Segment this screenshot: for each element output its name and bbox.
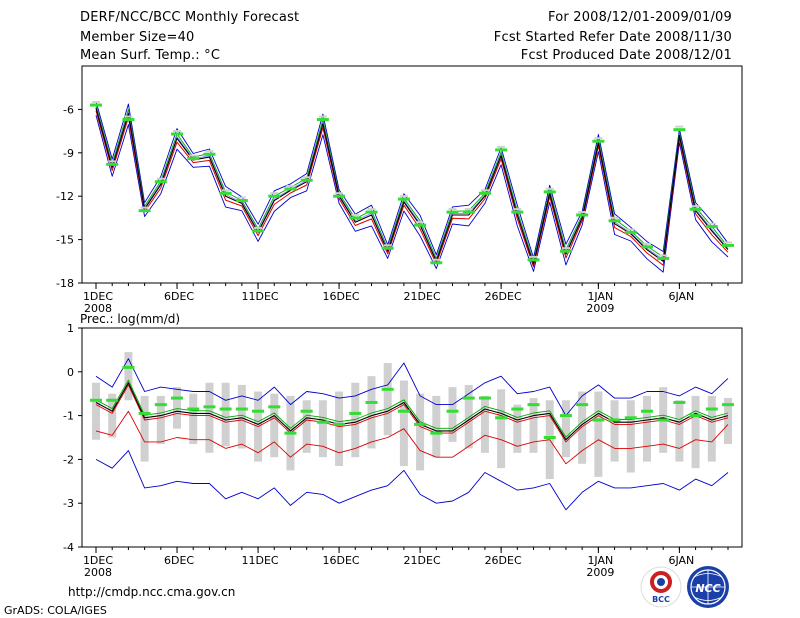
- spread-bar: [221, 382, 230, 447]
- y-tick-label: -2: [63, 453, 74, 466]
- x-tick-label: 1DEC: [83, 290, 113, 303]
- spread-bar: [108, 393, 117, 438]
- spread-bar: [318, 400, 327, 458]
- x-tick-label: 21DEC: [404, 554, 441, 567]
- spread-bar: [432, 395, 441, 458]
- spread-bar: [399, 380, 408, 466]
- grads-credit: GrADS: COLA/IGES: [4, 604, 107, 617]
- member-size: Member Size=40: [80, 30, 195, 45]
- y-tick-label: -4: [63, 541, 74, 554]
- x-tick-label: 16DEC: [323, 290, 360, 303]
- spread-bar: [707, 395, 716, 462]
- bcc-logo-text: BCC: [652, 595, 670, 604]
- x-tick-label: 1JAN: [587, 554, 613, 567]
- x-tick-label: 6JAN: [668, 290, 694, 303]
- spread-bar: [205, 382, 214, 453]
- spread-bar: [675, 400, 684, 462]
- forecast-period: For 2008/12/01-2009/01/09: [548, 10, 732, 25]
- y-tick-label: 0: [67, 366, 74, 379]
- spread-bar: [724, 398, 732, 445]
- start-date: Fcst Started Refer Date 2008/11/30: [493, 30, 732, 45]
- member-line-green: [95, 104, 729, 262]
- spread-bar: [383, 363, 392, 436]
- spread-bar: [173, 387, 182, 429]
- x-tick-year: 2009: [586, 566, 614, 579]
- spread-bar: [189, 393, 198, 445]
- y-tick-label: -15: [56, 234, 74, 247]
- precip-panel-label: Prec.: log(mm/d): [80, 312, 180, 326]
- x-tick-label: 6DEC: [164, 290, 194, 303]
- member-line-red-2: [95, 384, 729, 443]
- lower-envelope-line: [95, 450, 729, 511]
- x-tick-label: 21DEC: [404, 290, 441, 303]
- spread-bar: [594, 391, 603, 477]
- member-line-light: [95, 106, 729, 264]
- x-tick-label: 26DEC: [485, 554, 522, 567]
- ensemble-mean-line: [95, 107, 729, 265]
- spread-bar: [497, 389, 506, 469]
- x-tick-label: 11DEC: [241, 290, 278, 303]
- spread-bar: [124, 352, 133, 401]
- x-tick-label: 6DEC: [164, 554, 194, 567]
- spread-bar: [691, 395, 700, 469]
- spread-bar: [416, 393, 425, 471]
- y-tick-label: 1: [67, 322, 74, 335]
- spread-bar: [270, 393, 279, 458]
- x-tick-label: 1JAN: [587, 290, 613, 303]
- spread-bar: [367, 376, 376, 449]
- y-tick-label: -12: [56, 190, 74, 203]
- y-tick-label: -1: [63, 410, 74, 423]
- spread-bar: [335, 391, 344, 466]
- plot-frame: [81, 65, 743, 284]
- x-tick-label: 1DEC: [83, 554, 113, 567]
- spread-bar: [237, 384, 246, 449]
- bcc-logo: BCC: [640, 566, 682, 608]
- x-tick-label: 6JAN: [668, 554, 694, 567]
- ncc-logo-text: NCC: [695, 582, 720, 595]
- spread-bar: [513, 404, 522, 453]
- footer-url[interactable]: http://cmdp.ncc.cma.gov.cn: [68, 585, 235, 599]
- ncc-logo: NCC: [687, 566, 729, 608]
- member-line-green: [95, 379, 729, 438]
- x-tick-year: 2008: [84, 566, 112, 579]
- produced-date: Fcst Produced Date 2008/12/01: [520, 48, 732, 63]
- upper-envelope-line: [95, 358, 729, 417]
- y-tick-label: -18: [56, 277, 74, 290]
- member-line-red: [95, 410, 729, 465]
- spread-bar: [302, 400, 311, 453]
- spread-bar: [642, 395, 651, 462]
- upper-envelope-line: [95, 101, 729, 259]
- x-tick-year: 2008: [84, 302, 112, 315]
- spread-bar: [92, 382, 100, 440]
- variable-label: Mean Surf. Temp.: °C: [80, 48, 221, 63]
- plot-frame: [81, 327, 743, 548]
- spread-bar: [156, 395, 165, 445]
- lower-envelope-line: [95, 115, 729, 273]
- x-tick-label: 16DEC: [323, 554, 360, 567]
- y-tick-label: -3: [63, 497, 74, 510]
- spread-bar: [351, 382, 360, 458]
- ensemble-mean-line: [95, 382, 729, 441]
- spread-bar: [464, 384, 473, 449]
- chart-title: DERF/NCC/BCC Monthly Forecast: [80, 10, 300, 25]
- y-tick-label: -9: [63, 147, 74, 160]
- spread-bar: [578, 391, 587, 464]
- spread-bar: [561, 400, 570, 458]
- spread-bar: [480, 395, 489, 453]
- spread-bar: [448, 387, 457, 442]
- spread-bar: [610, 400, 619, 462]
- x-tick-label: 26DEC: [485, 290, 522, 303]
- x-tick-year: 2009: [586, 302, 614, 315]
- spread-bar: [140, 395, 149, 462]
- x-tick-label: 11DEC: [241, 554, 278, 567]
- spread-bar: [529, 398, 538, 453]
- y-tick-label: -6: [63, 103, 74, 116]
- spread-bar: [626, 400, 635, 473]
- member-line-red: [95, 110, 729, 268]
